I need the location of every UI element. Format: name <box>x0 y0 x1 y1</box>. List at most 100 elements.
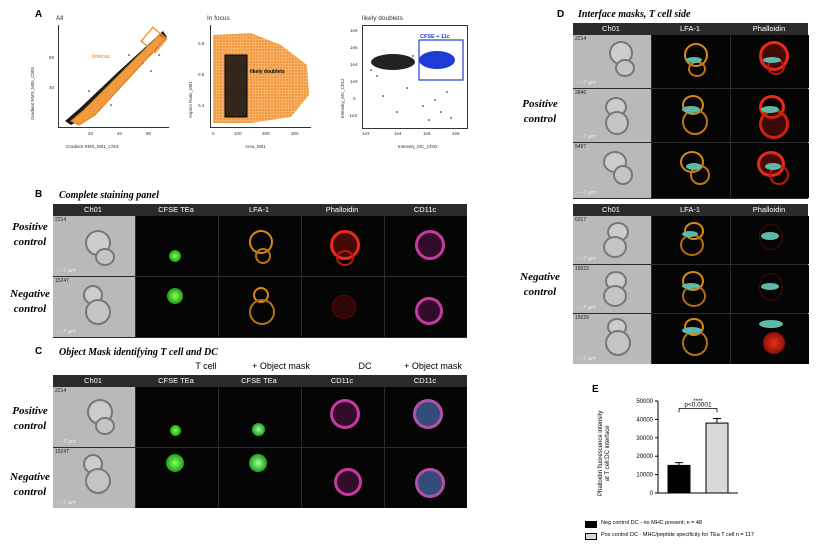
panel-a-letter: A <box>35 9 43 20</box>
phalloidin-cell <box>731 216 809 264</box>
plot-infocus-xtick: 200 <box>262 131 270 136</box>
plot-doublets-ytick: 1e4 <box>350 62 358 67</box>
phalloidin-bar-chart: 0 10000 20000 30000 40000 50000 p<0.0001**** <box>636 399 738 497</box>
panel-d-col-header: LFA-1 <box>679 205 700 214</box>
lfa1-cell <box>652 265 730 313</box>
y-tick-label: 30000 <box>636 436 653 442</box>
phalloidin-cell <box>731 314 809 364</box>
panel-b-row-label-positive: Positive control <box>12 221 48 248</box>
brightfield-cell: 15247 ····7 µm <box>53 277 135 337</box>
legend-label-pos: Pos control DC - MHC/peptide specificity… <box>601 532 754 538</box>
cd11c-cell <box>302 448 384 508</box>
plot-all-scatter <box>65 26 168 126</box>
plot-doublets-title: likely doublets <box>362 15 403 22</box>
plot-infocus-scatter <box>213 33 309 123</box>
bar-pos-control <box>705 422 729 494</box>
phalloidin-cell <box>731 143 809 198</box>
panel-b-col-header: LFA-1 <box>248 205 269 214</box>
legend-swatch-pos <box>585 533 597 540</box>
plot-infocus-xtick: 100 <box>234 131 242 136</box>
group-header-tcell-mask: + Object mask <box>252 361 310 371</box>
panel-b-col-header: CFSE TEa <box>158 205 194 214</box>
plot-doublets-scatter <box>370 39 464 121</box>
y-tick-label: 0 <box>650 491 654 497</box>
plot-doublets-ytick: -1e3 <box>348 113 358 118</box>
plot-doublets-ytick: 1e6 <box>350 28 358 33</box>
panel-d-positive-strip: Ch01 LFA-1 Phalloidin 2214 ····7 µm 2846… <box>573 23 809 199</box>
brightfield-cell: 2214 ····7 µm <box>53 216 135 276</box>
lfa1-cell <box>652 143 730 198</box>
lfa1-cell <box>652 216 730 264</box>
panel-b-col-header: Phalloidin <box>325 205 359 214</box>
phalloidin-cell <box>731 89 809 142</box>
brightfield-cell: 6317 ····7 µm <box>573 216 651 264</box>
plot-all-ytick: 40 <box>49 85 55 90</box>
panel-c-title: Object Mask identifying T cell and DC <box>59 347 218 358</box>
group-header-dc-mask: + Object mask <box>404 361 462 371</box>
brightfield-cell: 2846 ····7 µm <box>573 89 651 142</box>
panel-d-col-header: Ch01 <box>602 205 620 214</box>
panel-d-label-positive: Positive control <box>522 98 558 125</box>
plot-doublets-ylabel: Intensity_MC_Ch12 <box>340 78 345 118</box>
panel-d-col-header: Phalloidin <box>752 24 786 33</box>
significance-stars: **** <box>693 399 703 405</box>
plot-all-xlabel: Gradient RMS_M01_Ch01 <box>66 144 120 149</box>
panel-d-title: Interface masks, T cell side <box>578 9 691 20</box>
cfse-cell <box>136 277 218 337</box>
plot-all-xtick: 20 <box>88 131 94 136</box>
panel-b-col-header: CD11c <box>413 205 437 214</box>
panel-c-col-header: CFSE TEa <box>241 376 277 385</box>
p-value-label: p<0.0001 <box>684 401 712 408</box>
group-header-dc: DC <box>358 361 372 371</box>
cfse-cell <box>136 448 218 508</box>
plot-doublets-xtick: 1e3 <box>362 131 370 136</box>
panel-c-image-strip: Ch01 CFSE TEa CFSE TEa CD11c CD11c 2214 … <box>53 375 467 508</box>
plot-infocus-title: In focus <box>207 15 230 22</box>
panel-e-letter: E <box>592 384 599 395</box>
cfse-mask-cell <box>219 387 301 447</box>
cd11c-cell <box>385 216 467 276</box>
brightfield-cell: 2214 ····7 µm <box>573 35 651 88</box>
y-tick-label: 20000 <box>636 454 653 460</box>
phalloidin-cell <box>302 277 384 337</box>
brightfield-cell: 15023 ····7 µm <box>573 265 651 313</box>
lfa1-cell <box>652 314 730 364</box>
cfse-cell <box>136 387 218 447</box>
panel-d-letter: D <box>557 9 565 20</box>
panel-b-title: Complete staining panel <box>59 190 160 201</box>
plot-infocus-ytick: 0.4 <box>198 103 205 108</box>
brightfield-cell: 15029 ····7 µm <box>573 314 651 364</box>
lfa1-cell <box>652 35 730 88</box>
group-header-tcell: T cell <box>195 361 217 371</box>
legend-label-neg: Neg control DC - no MHC present; n = 48 <box>601 520 703 526</box>
brightfield-cell: 5497 ····7 µm <box>573 143 651 198</box>
panel-c-col-header: CFSE TEa <box>158 376 194 385</box>
lfa1-cell <box>219 216 301 276</box>
plot-infocus-xtick: 0 <box>212 131 215 136</box>
plot-all-ylabel: Gradient RMS_M05_Ch05 <box>30 66 35 120</box>
plot-all-title: All <box>56 15 64 22</box>
panel-b-row-label-negative: Negative control <box>10 288 50 315</box>
panel-b-image-strip: Ch01 CFSE TEa LFA-1 Phalloidin CD11c 221… <box>53 204 467 338</box>
cfse-cell <box>136 216 218 276</box>
plot-infocus-axes <box>210 25 311 128</box>
panel-c-col-header: CD11c <box>330 376 354 385</box>
plot-infocus-xtick: 300 <box>291 131 299 136</box>
brightfield-cell: 15247 ····7 µm <box>53 448 135 508</box>
plot-infocus-ytick: 0.6 <box>198 72 205 77</box>
panel-d-label-negative: Negative control <box>520 271 560 298</box>
cfse-mask-cell <box>219 448 301 508</box>
plot-doublets-axes <box>362 25 468 129</box>
plot-infocus-xlabel: Area_M01 <box>245 144 266 149</box>
panel-c-col-header: Ch01 <box>84 376 102 385</box>
panel-b-letter: B <box>35 189 43 200</box>
cd11c-mask-cell <box>385 387 467 447</box>
plot-doublets-gate-label: CFSE + 11c <box>420 34 450 40</box>
panel-c-col-header: CD11c <box>413 376 437 385</box>
plot-doublets-xlabel: Intensity_MC_Ch02 <box>398 144 438 149</box>
panel-b-col-header: Ch01 <box>84 205 102 214</box>
y-tick-label: 50000 <box>636 399 653 405</box>
panel-c-row-label-negative: Negative control <box>10 471 50 498</box>
plot-infocus-ytick: 0.8 <box>198 41 205 46</box>
plot-all-xtick: 40 <box>117 131 123 136</box>
